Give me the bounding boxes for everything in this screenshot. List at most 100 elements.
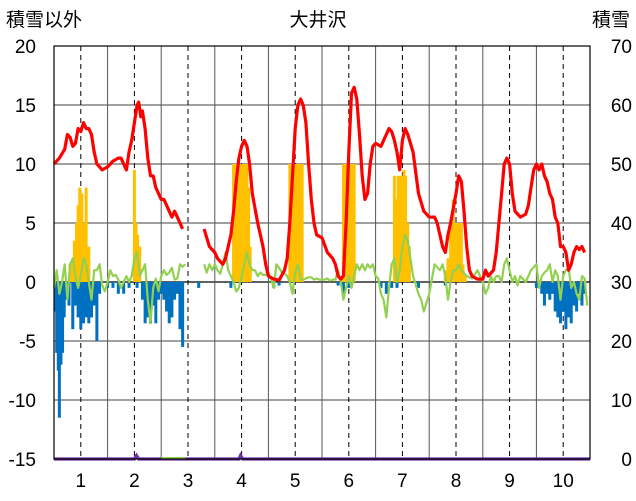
positive-bar: [394, 199, 398, 282]
positive-bar: [76, 205, 80, 282]
negative-bar: [542, 282, 546, 306]
green-series-line: [52, 233, 589, 325]
negative-bar: [572, 282, 576, 306]
positive-bar: [72, 240, 76, 282]
right-tick-label: 40: [611, 214, 632, 235]
negative-bar: [62, 282, 66, 318]
positive-bar: [296, 164, 300, 282]
negative-bar: [548, 282, 552, 300]
negative-bar: [575, 282, 579, 312]
positive-bar: [400, 175, 404, 282]
x-tick-label: 5: [290, 471, 301, 492]
x-tick-label: 8: [451, 471, 462, 492]
negative-bar: [79, 282, 83, 330]
negative-bar: [580, 282, 584, 306]
negative-bar: [59, 282, 63, 365]
snow-depth-line: [202, 85, 587, 282]
x-tick-label: 7: [397, 471, 408, 492]
positive-bar: [463, 276, 467, 282]
negative-bar: [559, 282, 563, 324]
positive-bar: [347, 164, 351, 282]
x-tick-label: 4: [236, 471, 247, 492]
positive-bar: [451, 199, 455, 282]
positive-bar: [398, 175, 402, 282]
negative-bar: [561, 282, 565, 312]
plot-frame: [53, 45, 591, 460]
x-tick-label: 1: [76, 471, 87, 492]
positive-bar: [87, 246, 91, 282]
positive-bar: [454, 223, 458, 282]
left-tick-label: 15: [15, 96, 36, 117]
positive-bar: [300, 164, 304, 282]
positive-bar: [407, 246, 411, 282]
positive-bar: [446, 258, 450, 282]
negative-bar: [98, 282, 102, 294]
negative-bar: [550, 282, 554, 294]
negative-bar: [277, 282, 281, 286]
negative-bar: [545, 282, 549, 294]
left-tick-label: -5: [19, 332, 36, 353]
right-tick-label: 70: [611, 37, 632, 58]
negative-bar: [564, 282, 568, 330]
negative-bar: [71, 282, 75, 330]
negative-bar: [534, 282, 538, 288]
negative-bar: [122, 282, 126, 294]
negative-bar: [173, 282, 177, 300]
positive-bar: [71, 258, 75, 282]
negative-bar: [84, 282, 88, 318]
positive-bar: [392, 175, 396, 282]
negative-bar: [135, 282, 139, 288]
positive-bar: [234, 164, 238, 282]
right-tick-label: 50: [611, 155, 632, 176]
right-tick-label: 30: [611, 273, 632, 294]
positive-bar: [237, 164, 241, 282]
positive-bar: [78, 187, 82, 282]
left-tick-label: -10: [9, 391, 36, 412]
positive-bar: [348, 164, 352, 282]
negative-bar: [336, 282, 340, 286]
negative-bar: [395, 282, 399, 288]
right-axis-label: 積雪: [592, 9, 630, 31]
positive-bar: [293, 164, 297, 282]
negative-bar: [95, 282, 99, 341]
x-tick-label: 3: [183, 471, 194, 492]
x-tick-label: 2: [129, 471, 140, 492]
positive-bar: [243, 164, 247, 282]
negative-bar: [165, 282, 169, 312]
positive-bar: [240, 164, 244, 282]
negative-bar: [347, 282, 351, 288]
positive-bar: [352, 164, 356, 282]
left-tick-label: -15: [9, 450, 36, 471]
negative-bar: [416, 282, 420, 288]
negative-bar: [127, 282, 131, 288]
right-tick-label: 60: [611, 96, 632, 117]
positive-bar: [289, 164, 293, 282]
positive-bar: [138, 246, 142, 282]
positive-bar: [402, 169, 406, 282]
negative-bar: [87, 282, 91, 324]
positive-bar: [459, 223, 463, 282]
negative-bar: [154, 282, 158, 324]
positive-bar: [75, 223, 79, 282]
negative-bar: [111, 282, 115, 288]
negative-bar: [341, 282, 345, 294]
negative-bar: [170, 282, 174, 318]
positive-bar: [406, 223, 410, 282]
negative-bar: [178, 282, 182, 330]
negative-bar: [143, 282, 147, 324]
x-tick-label: 10: [553, 471, 574, 492]
negative-bar: [55, 282, 59, 353]
negative-bar: [92, 282, 96, 306]
left-tick-label: 5: [25, 214, 36, 235]
negative-bar: [76, 282, 80, 318]
positive-bar: [341, 164, 345, 282]
negative-bar: [57, 282, 61, 418]
positive-bar: [457, 223, 461, 282]
negative-bar: [116, 282, 120, 294]
negative-bar: [53, 282, 57, 312]
left-tick-label: 0: [25, 273, 36, 294]
negative-bar: [567, 282, 571, 318]
negative-bar: [379, 282, 383, 288]
